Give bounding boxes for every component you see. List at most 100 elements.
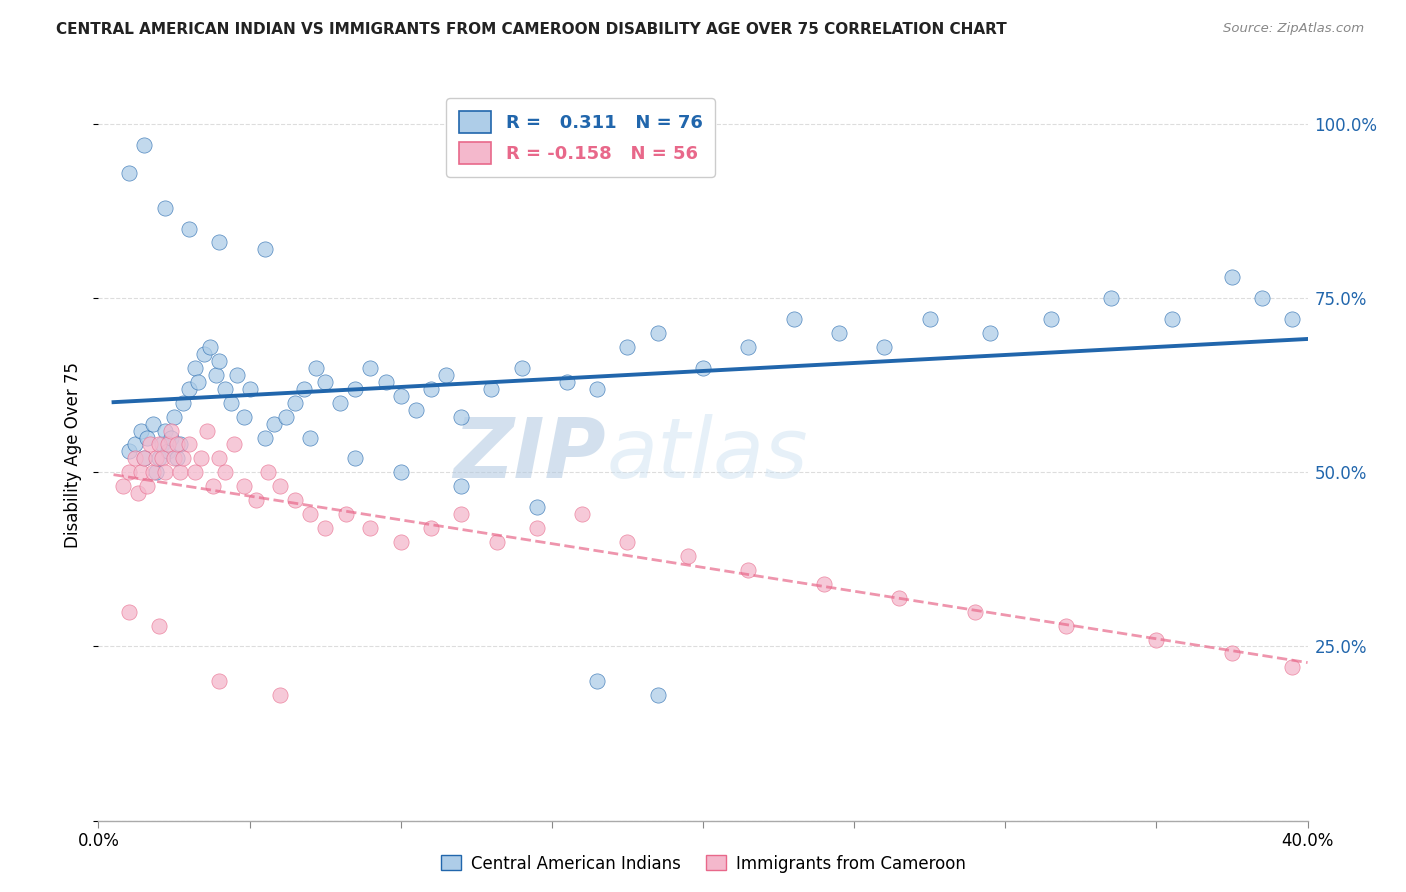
Point xyxy=(292,382,315,396)
Point xyxy=(269,688,291,702)
Point xyxy=(208,235,231,250)
Point xyxy=(208,354,231,368)
Point xyxy=(118,605,141,619)
Point xyxy=(344,451,367,466)
Point xyxy=(510,360,533,375)
Point xyxy=(245,493,267,508)
Point xyxy=(187,375,209,389)
Point xyxy=(314,375,336,389)
Point xyxy=(132,451,155,466)
Point xyxy=(284,395,307,409)
Point xyxy=(148,618,170,632)
Point xyxy=(450,409,472,424)
Point xyxy=(965,605,987,619)
Point xyxy=(153,466,176,480)
Point xyxy=(142,466,165,480)
Text: Source: ZipAtlas.com: Source: ZipAtlas.com xyxy=(1223,22,1364,36)
Point xyxy=(239,382,262,396)
Point xyxy=(232,479,254,493)
Point xyxy=(153,424,176,438)
Point xyxy=(374,375,396,389)
Point xyxy=(232,409,254,424)
Point xyxy=(142,417,165,431)
Point xyxy=(124,437,146,451)
Point xyxy=(647,688,669,702)
Point xyxy=(647,326,669,340)
Point xyxy=(783,312,806,326)
Point xyxy=(156,437,179,451)
Point xyxy=(205,368,228,382)
Point xyxy=(813,576,835,591)
Point xyxy=(156,444,179,458)
Point xyxy=(160,424,183,438)
Point xyxy=(526,500,548,515)
Point xyxy=(1281,660,1303,674)
Point xyxy=(616,340,638,354)
Point xyxy=(253,430,276,444)
Point xyxy=(873,340,896,354)
Point xyxy=(616,535,638,549)
Point xyxy=(118,466,141,480)
Point xyxy=(335,507,357,521)
Point xyxy=(221,395,243,409)
Point xyxy=(360,360,382,375)
Point xyxy=(256,466,278,480)
Point xyxy=(132,451,155,466)
Point xyxy=(450,479,472,493)
Point xyxy=(169,466,191,480)
Point xyxy=(160,430,183,444)
Point xyxy=(179,382,201,396)
Point xyxy=(263,417,285,431)
Point xyxy=(586,674,609,689)
Point xyxy=(1054,618,1077,632)
Point xyxy=(299,430,322,444)
Point xyxy=(299,507,322,521)
Point xyxy=(486,535,509,549)
Point xyxy=(179,221,201,235)
Point xyxy=(150,437,173,451)
Point xyxy=(184,466,207,480)
Point xyxy=(214,382,236,396)
Point xyxy=(184,360,207,375)
Text: atlas: atlas xyxy=(606,415,808,495)
Y-axis label: Disability Age Over 75: Disability Age Over 75 xyxy=(65,362,83,548)
Point xyxy=(253,243,276,257)
Text: ZIP: ZIP xyxy=(454,415,606,495)
Text: CENTRAL AMERICAN INDIAN VS IMMIGRANTS FROM CAMEROON DISABILITY AGE OVER 75 CORRE: CENTRAL AMERICAN INDIAN VS IMMIGRANTS FR… xyxy=(56,22,1007,37)
Point xyxy=(214,466,236,480)
Point xyxy=(118,166,141,180)
Point xyxy=(202,479,225,493)
Point xyxy=(274,409,297,424)
Point xyxy=(329,395,352,409)
Point xyxy=(135,479,157,493)
Point xyxy=(420,382,443,396)
Point xyxy=(918,312,941,326)
Point xyxy=(344,382,367,396)
Point xyxy=(737,340,759,354)
Point xyxy=(208,451,231,466)
Point xyxy=(193,347,215,361)
Point xyxy=(692,360,714,375)
Point xyxy=(571,507,593,521)
Point xyxy=(737,563,759,577)
Point xyxy=(150,451,173,466)
Point xyxy=(163,451,186,466)
Point xyxy=(360,521,382,535)
Point xyxy=(118,444,141,458)
Point xyxy=(135,430,157,444)
Point xyxy=(172,451,194,466)
Point xyxy=(1220,270,1243,285)
Point xyxy=(166,437,188,451)
Point xyxy=(481,382,503,396)
Point xyxy=(179,437,201,451)
Point xyxy=(979,326,1001,340)
Point xyxy=(1039,312,1062,326)
Point xyxy=(172,395,194,409)
Point xyxy=(405,402,427,417)
Point xyxy=(139,437,162,451)
Legend: R =   0.311   N = 76, R = -0.158   N = 56: R = 0.311 N = 76, R = -0.158 N = 56 xyxy=(446,98,716,177)
Point xyxy=(226,368,249,382)
Point xyxy=(124,451,146,466)
Point xyxy=(153,201,176,215)
Point xyxy=(450,507,472,521)
